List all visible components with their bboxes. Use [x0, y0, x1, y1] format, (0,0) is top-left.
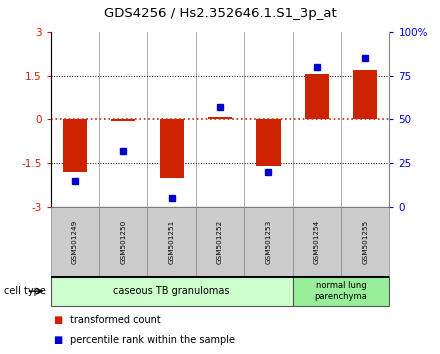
Text: transformed count: transformed count — [70, 315, 161, 325]
Bar — [208, 116, 232, 120]
Text: GDS4256 / Hs2.352646.1.S1_3p_at: GDS4256 / Hs2.352646.1.S1_3p_at — [104, 7, 336, 20]
Text: GSM501250: GSM501250 — [120, 219, 126, 264]
Text: caseous TB granulomas: caseous TB granulomas — [114, 286, 230, 296]
Text: ■: ■ — [53, 335, 62, 345]
Text: GSM501255: GSM501255 — [362, 219, 368, 264]
Text: GSM501251: GSM501251 — [169, 219, 175, 264]
Bar — [256, 120, 281, 166]
Bar — [353, 70, 377, 120]
Bar — [159, 120, 183, 178]
Text: percentile rank within the sample: percentile rank within the sample — [70, 335, 235, 345]
Text: GSM501253: GSM501253 — [265, 219, 271, 264]
Text: normal lung
parenchyma: normal lung parenchyma — [315, 281, 367, 301]
Bar — [111, 120, 136, 121]
Text: ■: ■ — [53, 315, 62, 325]
Bar — [305, 74, 329, 120]
Text: GSM501249: GSM501249 — [72, 219, 78, 264]
Bar — [63, 120, 87, 172]
Text: GSM501252: GSM501252 — [217, 219, 223, 264]
Text: GSM501254: GSM501254 — [314, 219, 320, 264]
Text: cell type: cell type — [4, 286, 46, 296]
